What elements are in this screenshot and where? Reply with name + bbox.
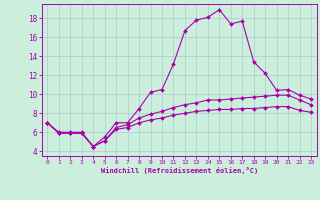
X-axis label: Windchill (Refroidissement éolien,°C): Windchill (Refroidissement éolien,°C) <box>100 167 258 174</box>
